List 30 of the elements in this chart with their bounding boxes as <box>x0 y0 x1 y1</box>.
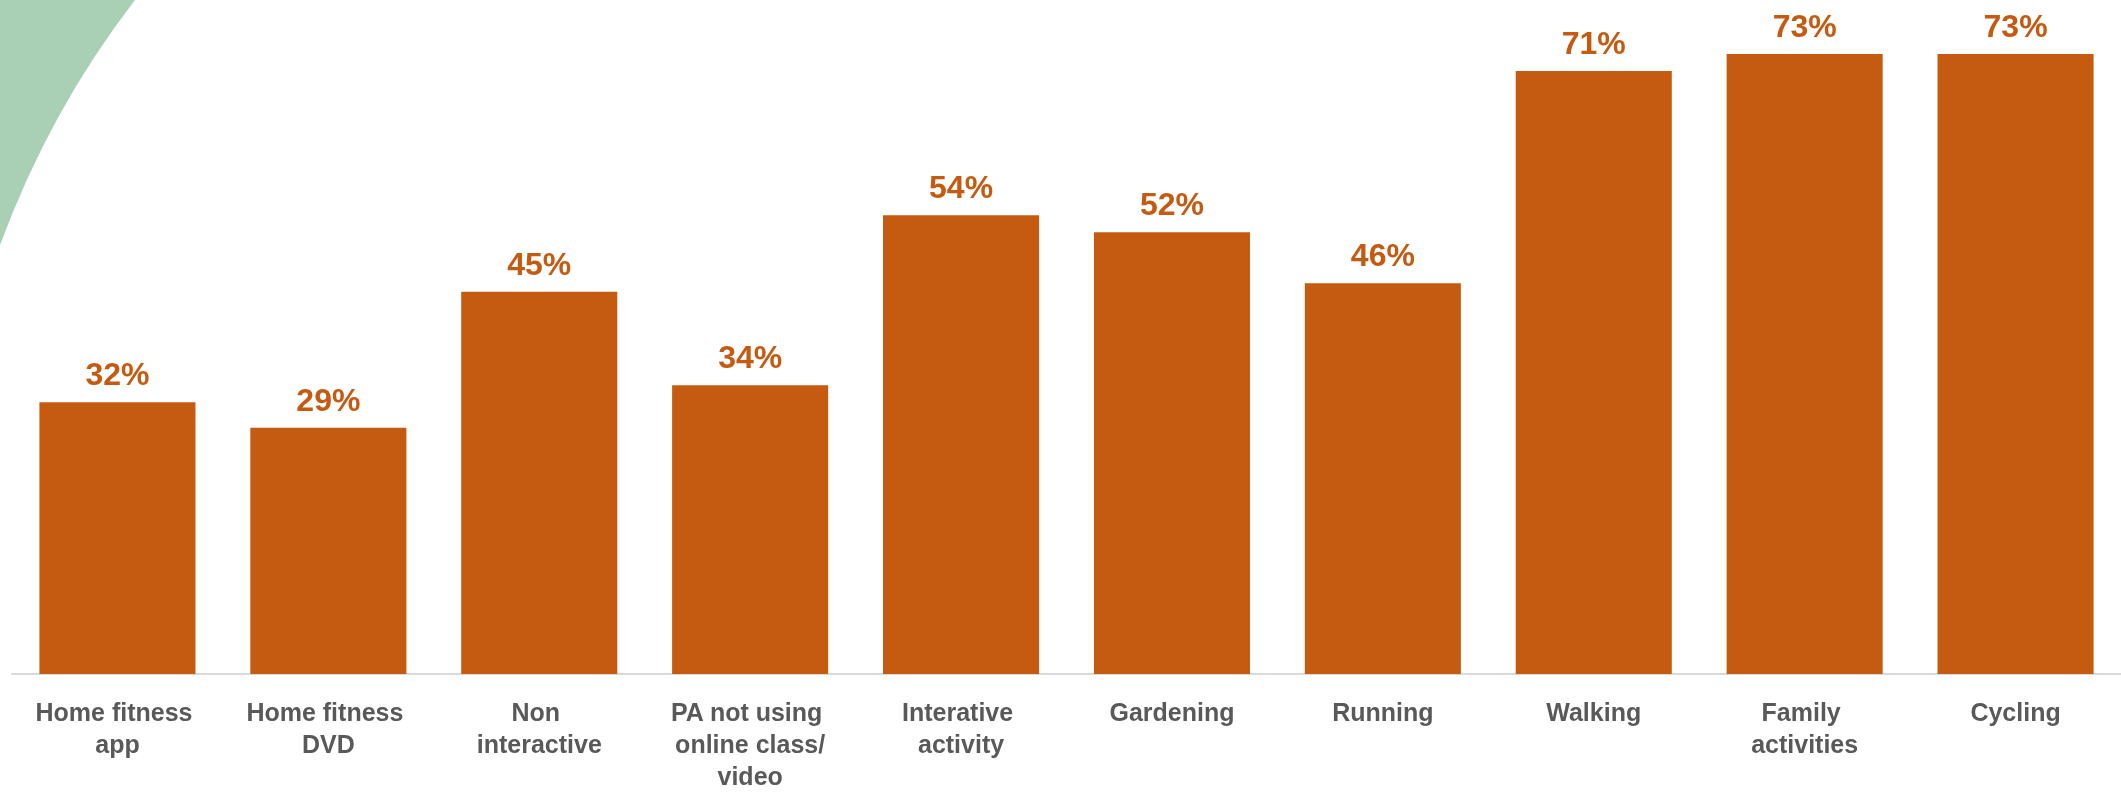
bar <box>461 291 618 674</box>
data-label: 71% <box>1561 24 1626 61</box>
data-label: 52% <box>1139 186 1204 223</box>
x-tick-label: Cycling <box>1970 698 2061 726</box>
bar <box>883 215 1040 674</box>
bar <box>672 385 829 674</box>
bar <box>1093 232 1250 674</box>
x-tick-label: Interative activity <box>902 698 1021 758</box>
data-label: 32% <box>85 356 150 393</box>
bar <box>250 427 407 674</box>
data-label: 45% <box>507 245 572 282</box>
x-tick-label: Home fitness app <box>35 698 200 758</box>
data-label: 34% <box>718 339 783 376</box>
bar <box>1726 54 1883 674</box>
bar <box>39 402 196 674</box>
x-tick-label: Gardening <box>1109 698 1235 726</box>
data-label: 29% <box>296 381 361 418</box>
bar <box>1937 54 2094 674</box>
x-tick-label: Non interactive <box>476 698 602 758</box>
x-tick-label: PA not using online class/video <box>670 698 830 790</box>
x-tick-label: Walking <box>1546 698 1642 726</box>
x-tick-label: Home fitness DVD <box>246 698 411 758</box>
bar <box>1515 70 1672 674</box>
bar <box>1304 283 1461 674</box>
data-label: 73% <box>1772 8 1837 44</box>
x-tick-label: Running <box>1332 698 1434 726</box>
data-label: 54% <box>929 169 994 206</box>
data-label: 73% <box>1983 8 2048 44</box>
x-tick-label: Family activities <box>1751 698 1859 758</box>
data-label: 46% <box>1350 237 1415 274</box>
